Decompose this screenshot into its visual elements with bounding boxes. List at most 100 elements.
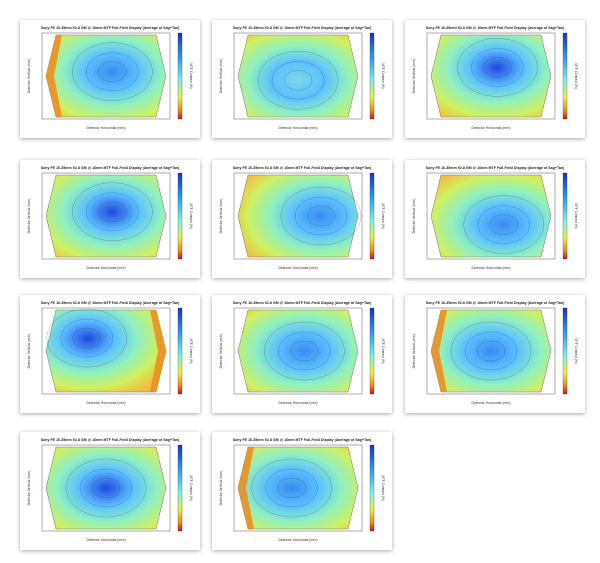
contour-line — [476, 340, 506, 362]
low-mtf-edge-region — [46, 35, 62, 117]
mtf-plot-thumbnail[interactable]: Sony FE 16-35mm f/2.8 GM @ 16mm MTF Full… — [212, 160, 392, 278]
plot-title: Sony FE 16-35mm f/2.8 GM @ 16mm MTF Full… — [233, 166, 372, 170]
contour-line — [86, 192, 139, 231]
mtf-field-area — [45, 34, 167, 118]
x-axis-label: Detector Horizontal (mm) — [278, 266, 317, 270]
colorbar — [177, 32, 183, 120]
mtf-field-area — [430, 174, 552, 258]
mtf-heatmap-svg: Sony FE 16-35mm f/2.8 GM @ 16mm MTF Full… — [219, 301, 385, 405]
x-axis-label: Detector Horizontal (mm) — [278, 126, 317, 130]
y-axis-label: Detector Vertical (mm) — [219, 59, 223, 94]
colorbar — [177, 444, 183, 532]
plot-title: Sony FE 16-35mm f/2.8 GM @ 16mm MTF Full… — [426, 166, 565, 170]
mtf-heatmap-svg: Sony FE 16-35mm f/2.8 GM @ 16mm MTF Full… — [219, 166, 385, 270]
y-axis-label: Detector Vertical (mm) — [27, 334, 31, 369]
colorbar — [369, 32, 375, 120]
mtf-plot-thumbnail[interactable]: Sony FE 16-35mm f/2.8 GM @ 16mm MTF Full… — [405, 20, 585, 138]
colorbar — [562, 32, 568, 120]
colorbar-label: MTF Contrast (%) — [574, 203, 578, 228]
mtf-plot-thumbnail[interactable]: Sony FE 16-35mm f/2.8 GM @ 16mm MTF Full… — [20, 160, 200, 278]
contour-line — [283, 70, 313, 91]
mtf-plot-thumbnail[interactable]: Sony FE 16-35mm f/2.8 GM @ 16mm MTF Full… — [20, 295, 200, 413]
colorbar-label: MTF Contrast (%) — [189, 203, 193, 228]
colorbar — [177, 172, 183, 260]
mtf-field-area — [430, 309, 552, 393]
contour-line — [483, 57, 512, 78]
contour-line — [450, 321, 532, 381]
y-axis-label: Detector Vertical (mm) — [412, 199, 416, 234]
mtf-plot-thumbnail[interactable]: Sony FE 16-35mm f/2.8 GM @ 16mm MTF Full… — [405, 295, 585, 413]
contour-line — [278, 331, 331, 371]
mtf-plot-thumbnail[interactable]: Sony FE 16-35mm f/2.8 GM @ 16mm MTF Full… — [20, 432, 200, 550]
contour-line — [471, 48, 524, 87]
plot-title: Sony FE 16-35mm f/2.8 GM @ 16mm MTF Full… — [426, 26, 565, 30]
mtf-plot-thumbnail[interactable]: Sony FE 16-35mm f/2.8 GM @ 16mm MTF Full… — [405, 160, 585, 278]
colorbar-label: MTF Contrast (%) — [189, 63, 193, 88]
plot-title: Sony FE 16-35mm f/2.8 GM @ 16mm MTF Full… — [41, 26, 180, 30]
x-axis-label: Detector Horizontal (mm) — [471, 266, 510, 270]
contour-line — [98, 61, 127, 82]
y-axis-label: Detector Vertical (mm) — [219, 471, 223, 506]
colorbar — [369, 444, 375, 532]
x-axis-label: Detector Horizontal (mm) — [278, 401, 317, 405]
mtf-heatmap-svg: Sony FE 16-35mm f/2.8 GM @ 16mm MTF Full… — [412, 166, 578, 270]
y-axis-label: Detector Vertical (mm) — [27, 471, 31, 506]
contour-line — [79, 468, 133, 508]
contour-line — [277, 477, 306, 499]
y-axis-label: Detector Vertical (mm) — [219, 334, 223, 369]
mtf-heatmap-svg: Sony FE 16-35mm f/2.8 GM @ 16mm MTF Full… — [219, 438, 385, 542]
colorbar-label: MTF Contrast (%) — [381, 63, 385, 88]
contour-line — [457, 38, 538, 97]
contour-line — [72, 182, 153, 241]
contour-line — [98, 201, 127, 222]
contour-line — [463, 195, 544, 254]
contour-line — [46, 308, 127, 368]
mtf-field-area — [237, 34, 359, 118]
colorbar-label: MTF Contrast (%) — [381, 338, 385, 363]
x-axis-label: Detector Horizontal (mm) — [278, 538, 317, 542]
y-axis-label: Detector Vertical (mm) — [412, 334, 416, 369]
y-axis-label: Detector Vertical (mm) — [27, 59, 31, 94]
contour-line — [280, 186, 362, 246]
mtf-field-area — [45, 446, 167, 530]
contour-line — [264, 321, 345, 381]
mtf-heatmap-svg: Sony FE 16-35mm f/2.8 GM @ 16mm MTF Full… — [27, 26, 193, 130]
plot-title: Sony FE 16-35mm f/2.8 GM @ 16mm MTF Full… — [426, 301, 565, 305]
mtf-plot-thumbnail[interactable]: Sony FE 16-35mm f/2.8 GM @ 16mm MTF Full… — [20, 20, 200, 138]
plot-title: Sony FE 16-35mm f/2.8 GM @ 16mm MTF Full… — [41, 166, 180, 170]
mtf-plot-thumbnail[interactable]: Sony FE 16-35mm f/2.8 GM @ 16mm MTF Full… — [212, 432, 392, 550]
mtf-field-area — [430, 34, 552, 118]
mtf-field-area — [237, 309, 359, 393]
mtf-heatmap-svg: Sony FE 16-35mm f/2.8 GM @ 16mm MTF Full… — [412, 26, 578, 130]
y-axis-label: Detector Vertical (mm) — [219, 199, 223, 234]
contour-line — [489, 214, 518, 235]
plot-title: Sony FE 16-35mm f/2.8 GM @ 16mm MTF Full… — [233, 438, 372, 442]
contour-line — [91, 477, 121, 499]
contour-line — [72, 327, 101, 349]
x-axis-label: Detector Horizontal (mm) — [86, 266, 125, 270]
colorbar — [562, 307, 568, 395]
colorbar-label: MTF Contrast (%) — [381, 203, 385, 228]
colorbar — [369, 172, 375, 260]
mtf-plot-thumbnail[interactable]: Sony FE 16-35mm f/2.8 GM @ 16mm MTF Full… — [212, 20, 392, 138]
mtf-heatmap-svg: Sony FE 16-35mm f/2.8 GM @ 16mm MTF Full… — [27, 438, 193, 542]
mtf-field-area — [237, 174, 359, 258]
contour-line — [294, 196, 348, 236]
mtf-plot-thumbnail[interactable]: Sony FE 16-35mm f/2.8 GM @ 16mm MTF Full… — [212, 295, 392, 413]
contour-line — [60, 318, 113, 358]
low-mtf-edge-region — [431, 310, 447, 392]
x-axis-label: Detector Horizontal (mm) — [86, 538, 125, 542]
plot-title: Sony FE 16-35mm f/2.8 GM @ 16mm MTF Full… — [233, 26, 372, 30]
mtf-field-area — [45, 174, 167, 258]
contour-line — [72, 42, 153, 101]
x-axis-label: Detector Horizontal (mm) — [86, 401, 125, 405]
mtf-heatmap-svg: Sony FE 16-35mm f/2.8 GM @ 16mm MTF Full… — [412, 301, 578, 405]
colorbar-label: MTF Contrast (%) — [189, 475, 193, 500]
contour-line — [86, 52, 139, 91]
colorbar — [369, 307, 375, 395]
plot-title: Sony FE 16-35mm f/2.8 GM @ 16mm MTF Full… — [233, 301, 372, 305]
colorbar-label: MTF Contrast (%) — [189, 338, 193, 363]
contour-line — [265, 468, 318, 508]
mtf-heatmap-svg: Sony FE 16-35mm f/2.8 GM @ 16mm MTF Full… — [27, 166, 193, 270]
contour-line — [271, 61, 325, 100]
